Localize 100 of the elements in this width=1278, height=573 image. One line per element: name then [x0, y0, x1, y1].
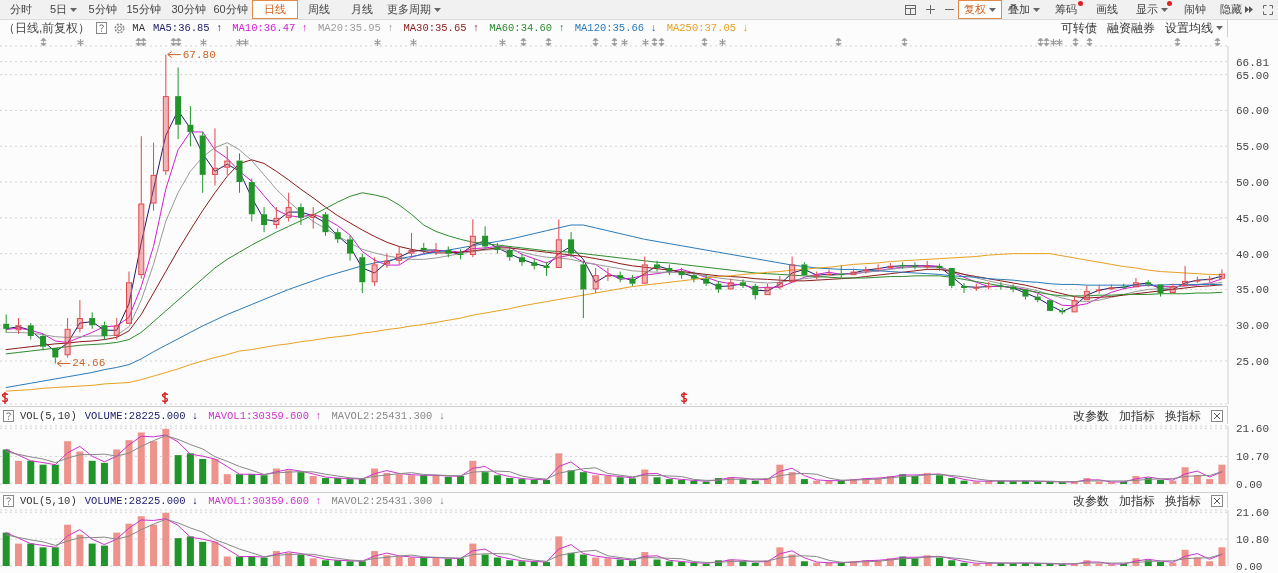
text: MA10:36.47 ↑ [232, 22, 308, 34]
bar [518, 561, 526, 566]
text: 15分钟 [126, 2, 161, 17]
bar [665, 561, 673, 566]
text: MAVOL2:25431.300 ↓ [331, 410, 445, 422]
candlestick [555, 218, 562, 268]
candlestick [961, 282, 968, 294]
candlestick [936, 263, 943, 272]
candlestick [592, 267, 599, 294]
bar [800, 479, 808, 484]
bar [2, 449, 10, 484]
bar [690, 480, 698, 484]
bar [100, 462, 108, 484]
text: 换指标 [1165, 492, 1201, 510]
y-tick-label: 50.00 [1236, 176, 1270, 189]
bar [199, 541, 207, 566]
text: 融资融券 [1107, 19, 1155, 37]
y-tick-label: 0.00 [1236, 560, 1263, 573]
bar [137, 516, 145, 566]
y-tick-label: 66.81 [1236, 56, 1270, 69]
candlestick [604, 267, 611, 282]
candlestick [1083, 285, 1090, 301]
bar [800, 561, 808, 566]
bar [150, 441, 158, 484]
candlestick [347, 235, 354, 262]
candlestick [1047, 300, 1053, 311]
bar [137, 432, 145, 484]
bar [506, 560, 514, 566]
candlestick [850, 268, 857, 276]
annotation: 24.66 [72, 357, 106, 370]
bar [88, 543, 96, 566]
bar [186, 453, 194, 484]
candlestick [76, 299, 83, 333]
text: 设置均线 [1165, 19, 1213, 37]
bar [518, 479, 526, 484]
candlestick [15, 317, 22, 335]
bar [493, 557, 501, 566]
candlestick [911, 261, 918, 270]
text: 分时 [9, 2, 32, 17]
bar [260, 475, 268, 484]
bar [935, 557, 943, 566]
text: MAVOL1:30359.600 ↑ [208, 495, 322, 507]
bar [690, 563, 698, 566]
bar [14, 543, 22, 566]
bar [628, 478, 636, 484]
bar [457, 558, 465, 566]
candlestick [383, 253, 390, 269]
bar [64, 441, 72, 484]
candlestick [433, 242, 439, 256]
bar [88, 460, 96, 484]
bar [39, 547, 47, 566]
text: 显示 [1135, 2, 1158, 17]
bar [960, 562, 968, 566]
candlestick [948, 267, 955, 289]
candlestick [187, 105, 194, 147]
text: 改参数 [1073, 407, 1109, 425]
bar [457, 476, 465, 484]
bar [186, 536, 194, 566]
candlestick [236, 152, 243, 194]
candlestick [1157, 284, 1164, 298]
text: MA20:35.95 ↑ [317, 22, 394, 34]
bar [236, 474, 244, 484]
bar [223, 556, 231, 566]
bar [223, 474, 231, 484]
candlestick [801, 261, 808, 276]
text: 筹码 [1054, 2, 1077, 17]
bar [948, 478, 956, 484]
bar [825, 562, 833, 566]
candlestick [89, 311, 96, 330]
bar [960, 480, 968, 484]
bar [592, 475, 600, 484]
bar [39, 464, 47, 484]
candlestick [420, 242, 427, 255]
bar [346, 561, 354, 566]
bar [530, 562, 538, 566]
candlestick [752, 283, 759, 300]
y-tick-label: 30.00 [1236, 320, 1270, 333]
text: 隐藏 [1220, 2, 1242, 17]
text: 闹钟 [1184, 2, 1206, 17]
bar [751, 480, 759, 484]
candlestick [568, 231, 575, 258]
candlestick [297, 203, 304, 226]
text: 可转债 [1061, 19, 1097, 37]
chart-title: （日线,前复权） [3, 19, 91, 37]
text: 周线 [307, 2, 330, 17]
bar [2, 532, 10, 566]
bar [432, 557, 440, 566]
bar [825, 480, 833, 484]
candlestick [887, 262, 894, 268]
bar [76, 451, 84, 484]
bar [14, 460, 22, 484]
text: MAVOL1:30359.600 ↑ [208, 410, 322, 422]
bar [555, 536, 563, 566]
text: MA120:35.66 ↓ [574, 22, 657, 34]
candlestick [985, 281, 992, 290]
y-tick-label: 45.00 [1236, 212, 1270, 225]
bar [592, 557, 600, 566]
bar [616, 477, 624, 484]
bar [567, 470, 575, 484]
bar [27, 460, 35, 484]
